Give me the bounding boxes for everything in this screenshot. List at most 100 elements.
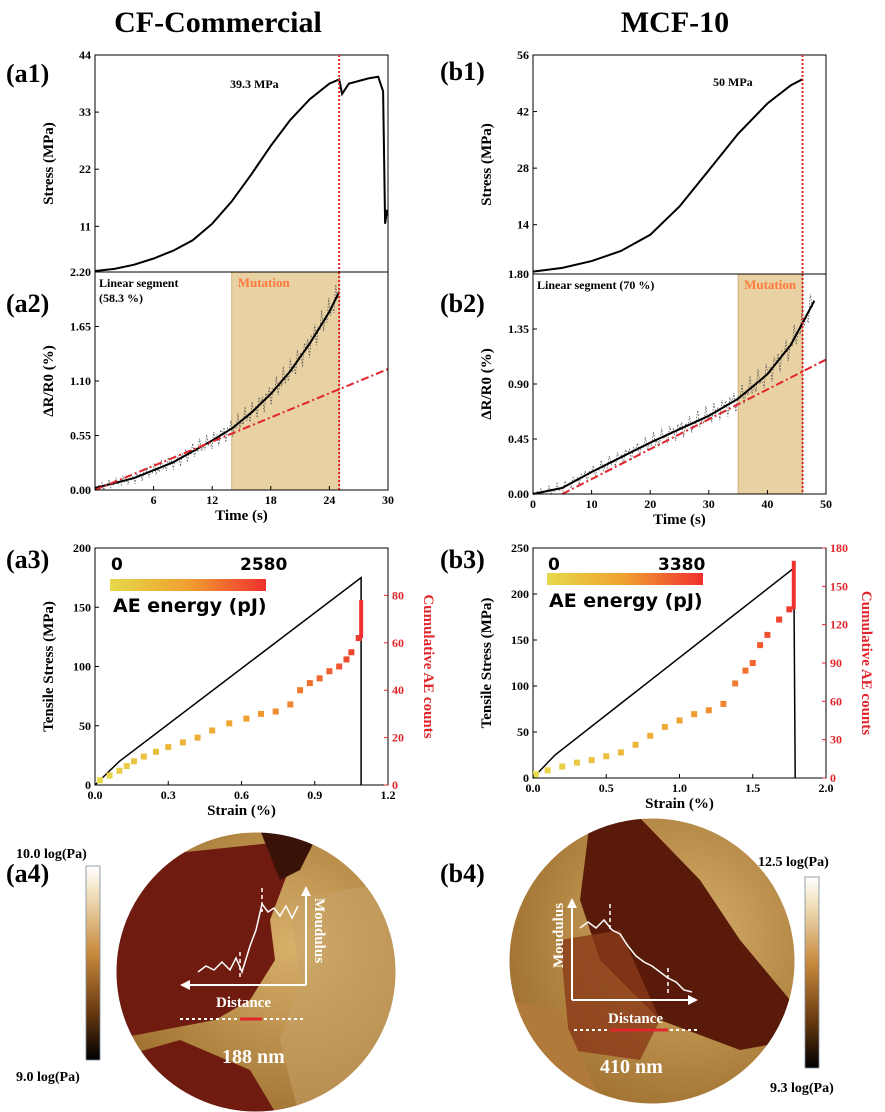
y-tick-label-a1-1: 11 bbox=[80, 219, 91, 233]
raw-signal-b2 bbox=[532, 294, 815, 495]
y2-tick-label-b3-4: 120 bbox=[830, 618, 848, 632]
y-axis-label-a2: ΔR/R0 (%) bbox=[41, 345, 57, 416]
x-tick-label-a2-1: 12 bbox=[206, 493, 218, 507]
chart-b2: 0 10 20 30 40 50 0.00 0.45 0.90 1.35 ΔR/R0 (%) Time… bbox=[479, 273, 832, 528]
ae-colorbar-max-a3: 2580 bbox=[240, 555, 287, 575]
y2-tick-label-b3-0: 0 bbox=[830, 771, 836, 785]
ae-count-point-a3-9 bbox=[194, 734, 201, 741]
fit-curve-a2 bbox=[94, 291, 341, 489]
afm-circle-a4 bbox=[115, 831, 397, 1112]
ae-count-point-a3-6 bbox=[153, 748, 160, 755]
ae-count-point-a3-13 bbox=[258, 710, 265, 717]
y-tick-label-a3-2: 100 bbox=[73, 660, 91, 674]
column-title-b: MCF-10 bbox=[621, 6, 729, 39]
panel-label-b2: (b2) bbox=[440, 289, 485, 318]
afm-colorbar-max-b4: 12.5 log(Pa) bbox=[758, 855, 829, 870]
afm-image-a4 bbox=[116, 832, 396, 1112]
ae-count-point-a3-0 bbox=[96, 777, 103, 784]
y2-tick-label-a3-3: 60 bbox=[392, 636, 404, 650]
y-tick-label-a2-1: 0.55 bbox=[70, 429, 91, 443]
y2-tick-label-b3-6: 180 bbox=[830, 541, 848, 555]
x-tick-label-a2-2: 18 bbox=[265, 493, 277, 507]
ae-count-bar-a3 bbox=[359, 600, 364, 639]
stress-curve-a1 bbox=[94, 75, 388, 272]
ae-count-point-a3-15 bbox=[287, 701, 294, 708]
ae-count-point-a3-3 bbox=[123, 763, 130, 770]
ae-colorbar-bar-a3 bbox=[110, 579, 266, 591]
ae-count-point-b3-17 bbox=[757, 642, 764, 649]
y-tick-label-b1-0: 1.80 bbox=[508, 267, 529, 281]
y-tick-label-a1-2: 22 bbox=[79, 162, 91, 176]
afm-distance-arrow-a4 bbox=[180, 980, 190, 990]
ae-count-bar-b3 bbox=[791, 560, 796, 610]
ae-count-point-a3-8 bbox=[179, 739, 186, 746]
y-tick-label-b1-1: 14 bbox=[517, 218, 529, 232]
y2-tick-label-a3-0: 0 bbox=[392, 778, 398, 792]
x-tick-label-a2-3: 24 bbox=[323, 493, 335, 507]
ae-colorbar-b3: 0 3380 AE energy (pJ) bbox=[547, 555, 705, 612]
afm-scale-label-a4: 188 nm bbox=[222, 1046, 285, 1068]
y-tick-label-b1-2: 28 bbox=[517, 161, 529, 175]
panel-label-a1: (a1) bbox=[6, 59, 49, 88]
chart-b1: 1.80 14 28 42 56 Stress (MPa) 50 MPa bbox=[479, 48, 827, 281]
ae-count-point-b3-14 bbox=[732, 680, 739, 687]
x-tick-label-a3-0: 0.0 bbox=[88, 788, 103, 802]
y-tick-label-b3-3: 150 bbox=[511, 633, 529, 647]
ae-colorbar-label-b3: AE energy (pJ) bbox=[549, 590, 703, 612]
afm-distance-arrow-b4 bbox=[688, 995, 698, 1005]
y-tick-label-b3-0: 0 bbox=[523, 771, 529, 785]
ae-count-point-b3-1 bbox=[544, 767, 551, 774]
ae-count-point-b3-8 bbox=[647, 732, 654, 739]
ae-count-point-b3-16 bbox=[749, 660, 756, 666]
y-tick-label-b2-3: 1.35 bbox=[508, 322, 529, 336]
raw-signal-a2 bbox=[94, 284, 340, 492]
ae-colorbar-min-b3: 0 bbox=[548, 555, 560, 575]
x-axis-label-a3: Strain (%) bbox=[207, 803, 276, 819]
ae-count-point-b3-13 bbox=[720, 700, 727, 707]
y2-tick-label-a3-2: 40 bbox=[392, 683, 404, 697]
panel-label-b4: (b4) bbox=[440, 859, 485, 888]
ae-count-point-a3-14 bbox=[272, 708, 279, 715]
ae-count-point-a3-4 bbox=[131, 758, 138, 765]
chart-b3: 0.0 0.5 1.0 1.5 2.00501001502002500306090120… bbox=[479, 541, 874, 812]
x-tick-label-b2-0: 0 bbox=[530, 497, 536, 511]
panel-label-b3: (b3) bbox=[440, 545, 485, 574]
x-tick-label-b3-2: 1.0 bbox=[672, 781, 687, 795]
y-tick-label-a1-4: 44 bbox=[79, 48, 91, 62]
y-axis-label-b1: Stress (MPa) bbox=[479, 123, 495, 206]
ae-colorbar-bar-b3 bbox=[547, 573, 703, 585]
ae-count-point-b3-15 bbox=[742, 667, 749, 674]
ae-colorbar-max-b3: 3380 bbox=[658, 555, 705, 575]
afm-panel-a4: 10.0 log(Pa) 9.0 log(Pa) Moudulus Distan… bbox=[16, 831, 397, 1112]
segment-annotation-a2-0: Linear segment bbox=[99, 276, 178, 290]
ae-count-point-b3-5 bbox=[603, 753, 610, 760]
y2-tick-label-b3-3: 90 bbox=[830, 656, 842, 670]
y-tick-label-b3-5: 250 bbox=[511, 541, 529, 555]
mutation-label-b2: Mutation bbox=[744, 277, 797, 292]
y2-tick-label-a3-1: 20 bbox=[392, 731, 404, 745]
y2-axis-label-b3: Cumulative AE counts bbox=[858, 591, 874, 735]
ae-count-point-b3-18 bbox=[764, 631, 771, 638]
y-tick-label-a3-0: 0 bbox=[85, 778, 91, 792]
panel-label-a3: (a3) bbox=[6, 545, 49, 574]
x-tick-label-a2-4: 30 bbox=[382, 493, 394, 507]
afm-image-b4 bbox=[509, 818, 795, 1104]
ae-count-point-a3-5 bbox=[140, 753, 147, 760]
x-tick-label-b2-3: 30 bbox=[703, 497, 715, 511]
linear-fit-b2 bbox=[561, 358, 827, 495]
tensile-curve-b3 bbox=[532, 566, 796, 779]
ae-count-point-a3-18 bbox=[316, 675, 323, 682]
afm-panel-b4: Moudulus Distance 410 nm 12.5 log(Pa) 9.… bbox=[508, 817, 834, 1105]
ae-count-point-a3-12 bbox=[243, 715, 250, 722]
afm-colorbar-b4 bbox=[804, 876, 820, 1069]
x-tick-label-b3-3: 1.5 bbox=[745, 781, 760, 795]
chart-a1: 2.20 11 22 33 44 Stress (MPa) 39.3 MPa bbox=[41, 48, 389, 279]
ae-count-point-b3-6 bbox=[617, 749, 624, 756]
y-tick-label-a3-1: 50 bbox=[79, 719, 91, 733]
afm-colorbar-min-b4: 9.3 log(Pa) bbox=[770, 1081, 834, 1096]
y-tick-label-b1-4: 56 bbox=[517, 48, 529, 62]
x-tick-label-b2-4: 40 bbox=[761, 497, 773, 511]
ae-count-point-b3-20 bbox=[786, 606, 793, 613]
afm-modulus-arrow-a4 bbox=[301, 886, 311, 896]
